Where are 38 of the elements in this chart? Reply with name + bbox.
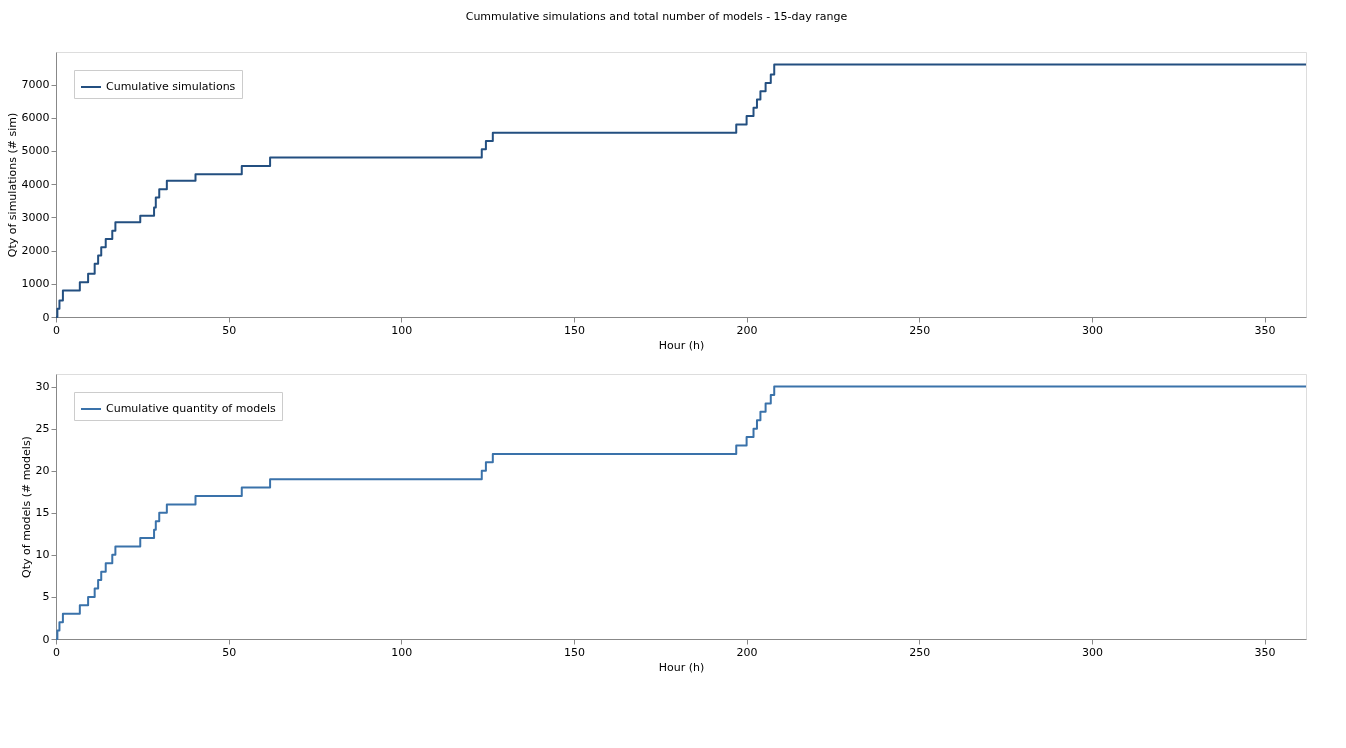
x-tick-label: 50 [222, 323, 237, 337]
y-tick-label: 3000 [21, 210, 50, 224]
y-tick-label: 5000 [21, 144, 50, 158]
x-tick-label: 300 [1081, 645, 1103, 659]
x-tick-label: 250 [909, 323, 931, 337]
y-tick-label: 25 [35, 422, 50, 436]
x-tick-label: 350 [1254, 645, 1276, 659]
legend-label: Cumulative simulations [106, 80, 236, 93]
legend-label: Cumulative quantity of models [106, 402, 276, 415]
y-tick-label: 15 [35, 506, 50, 520]
x-axis-title: Hour (h) [658, 660, 705, 674]
x-tick-label: 150 [563, 323, 585, 337]
x-tick-label: 250 [909, 645, 931, 659]
x-tick-label: 0 [53, 645, 60, 659]
y-tick-label: 0 [42, 310, 50, 324]
chart-title: Cummulative simulations and total number of models - 15-day range [465, 9, 848, 23]
y-tick-label: 7000 [21, 78, 50, 92]
x-tick-label: 200 [736, 323, 758, 337]
y-tick-label: 2000 [21, 244, 50, 258]
y-tick-label: 20 [35, 464, 50, 478]
x-tick-label: 300 [1081, 323, 1103, 337]
y-tick-label: 4000 [21, 177, 50, 191]
y-tick-label: 0 [42, 632, 50, 646]
x-tick-label: 150 [563, 645, 585, 659]
y-tick-label: 1000 [21, 277, 50, 291]
y-axis-title: Qty of simulations (# sim) [5, 112, 19, 258]
y-tick-label: 10 [35, 548, 50, 562]
x-tick-label: 50 [222, 645, 237, 659]
y-axis-title: Qty of models (# models) [19, 436, 33, 578]
y-tick-label: 5 [42, 590, 50, 604]
y-tick-label: 30 [35, 380, 50, 394]
x-tick-label: 100 [391, 645, 413, 659]
x-tick-label: 0 [53, 323, 60, 337]
x-tick-label: 100 [391, 323, 413, 337]
x-tick-label: 200 [736, 645, 758, 659]
y-tick-label: 6000 [21, 111, 50, 125]
x-tick-label: 350 [1254, 323, 1276, 337]
x-axis-title: Hour (h) [658, 338, 705, 352]
